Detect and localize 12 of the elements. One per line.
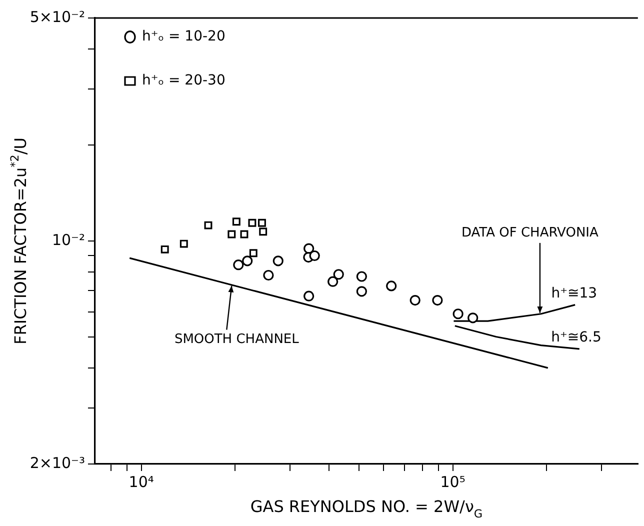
series-label: h⁺≅13 — [551, 285, 598, 302]
y-tick-label: 5×10⁻² — [30, 8, 85, 26]
x-tick-label: 10⁵ — [440, 472, 466, 491]
y-tick-label: 2×10⁻³ — [30, 454, 85, 472]
legend-label: h⁺ₒ = 10-20 — [142, 28, 226, 45]
legend-label: h⁺ₒ = 20-30 — [142, 72, 226, 89]
x-tick-label: 10⁴ — [128, 472, 154, 491]
y-tick-label: 10⁻² — [52, 230, 85, 249]
series-label: h⁺≅6.5 — [551, 330, 602, 346]
annotation: DATA OF CHARVONIA — [462, 225, 598, 240]
y-axis-title: FRICTION FACTOR=2u*2/U — [8, 138, 30, 344]
annotation: SMOOTH CHANNEL — [174, 332, 300, 348]
